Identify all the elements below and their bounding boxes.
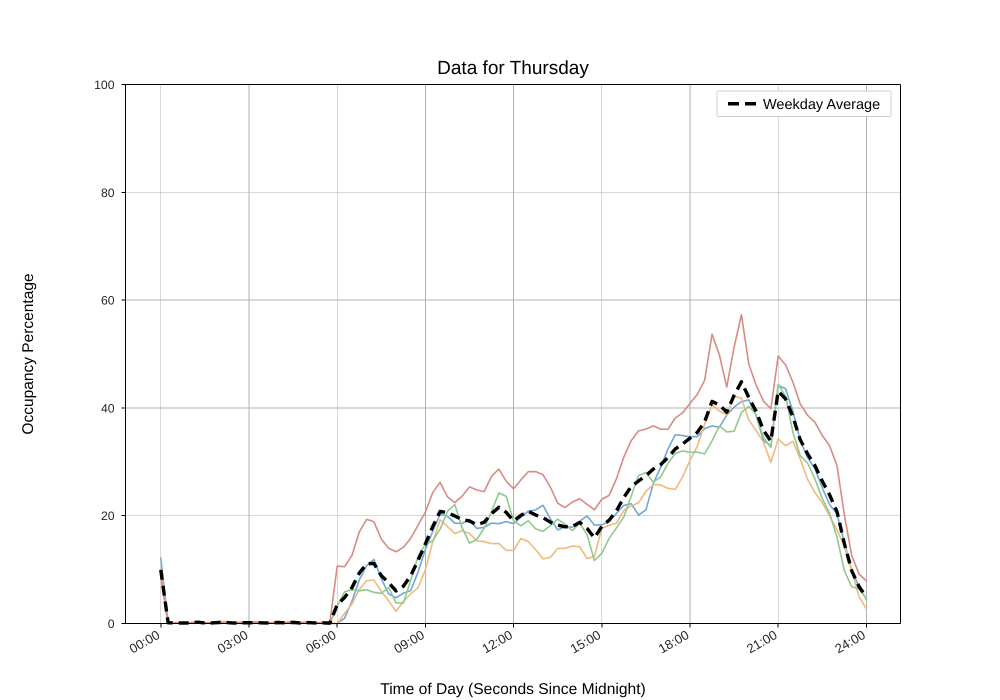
- svg-text:Weekday Average: Weekday Average: [763, 97, 880, 113]
- svg-text:21:00: 21:00: [744, 627, 780, 656]
- svg-text:60: 60: [101, 294, 115, 308]
- svg-text:03:00: 03:00: [215, 627, 251, 656]
- svg-text:18:00: 18:00: [656, 627, 692, 656]
- svg-text:Time of Day (Seconds Since Mid: Time of Day (Seconds Since Midnight): [380, 681, 646, 698]
- svg-text:0: 0: [108, 617, 115, 631]
- svg-text:40: 40: [101, 401, 115, 415]
- svg-text:00:00: 00:00: [127, 627, 163, 656]
- svg-text:09:00: 09:00: [391, 627, 427, 656]
- svg-text:80: 80: [101, 186, 115, 200]
- svg-text:100: 100: [94, 78, 115, 92]
- svg-text:Occupancy Percentage: Occupancy Percentage: [20, 273, 37, 434]
- svg-text:24:00: 24:00: [832, 627, 868, 656]
- svg-text:20: 20: [101, 509, 115, 523]
- svg-text:12:00: 12:00: [479, 627, 515, 656]
- svg-text:Data for Thursday: Data for Thursday: [437, 58, 589, 79]
- svg-text:15:00: 15:00: [568, 627, 604, 656]
- svg-text:06:00: 06:00: [303, 627, 339, 656]
